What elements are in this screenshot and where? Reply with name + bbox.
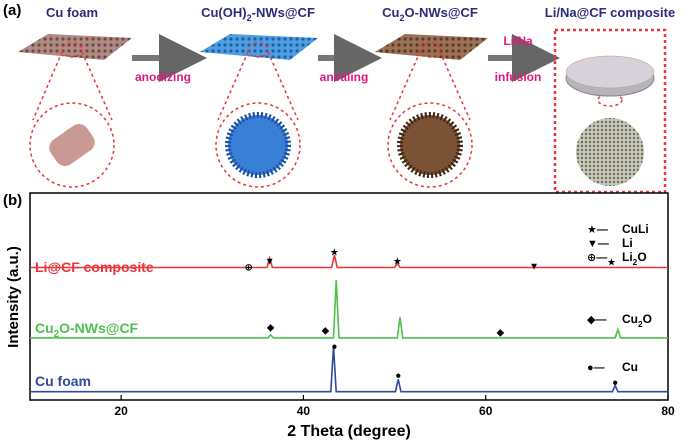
xrd-curve — [30, 346, 668, 393]
cu-wire — [49, 124, 95, 166]
peak-marker: ▼ — [529, 262, 539, 273]
panel-label: (a) — [3, 2, 21, 19]
peak-marker: ★ — [607, 258, 616, 269]
stage-label: Li/Na@CF composite — [545, 5, 675, 20]
peak-marker: ⊕ — [245, 263, 253, 274]
legend-label: Cu — [622, 360, 638, 374]
zoom-circle — [215, 102, 301, 188]
schematic — [18, 28, 667, 194]
series-label-part: 2 — [54, 329, 60, 340]
legend-label-part: Cu — [622, 312, 638, 326]
legend-label-part: O — [637, 250, 646, 264]
composite-box — [553, 28, 667, 194]
stage-label-part: Cu — [382, 5, 399, 20]
step-label: infusion — [495, 70, 542, 84]
zoom-line — [389, 51, 421, 121]
stage-label-part: 2 — [399, 13, 404, 23]
peak-marker: ★ — [393, 257, 402, 268]
composite-surface — [576, 118, 644, 186]
stage-label-part: Cu foam — [46, 5, 98, 20]
zoom-ring — [419, 42, 441, 58]
cuoh-slab — [200, 34, 318, 60]
stage-label-part: Cu(OH) — [201, 5, 247, 20]
peak-marker: ● — [331, 342, 337, 353]
series-label-part: O-NWs@CF — [59, 320, 138, 336]
peak-marker: ◆ — [321, 326, 329, 337]
stage-label-part: O-NWs@CF — [405, 5, 478, 20]
zoom-circle — [29, 102, 115, 188]
stage-label: Cu(OH)2-NWs@CF — [201, 5, 315, 23]
x-tick-label: 80 — [661, 404, 675, 418]
stage-label: Cu foam — [46, 5, 98, 20]
composite-disk-top — [565, 55, 655, 89]
legend-label: Cu2O — [622, 312, 652, 329]
cu-foam-slab — [18, 34, 132, 60]
peak-marker: ◆ — [267, 323, 275, 334]
plot-frame — [29, 192, 669, 401]
peak-marker: ● — [612, 378, 618, 389]
zoom-ring — [247, 42, 269, 58]
legend-symbol: ★— — [587, 224, 608, 236]
xrd-curve — [30, 254, 668, 269]
peak-marker: ● — [395, 371, 401, 382]
zoom-circle — [387, 102, 473, 188]
legend-symbol: ●— — [587, 362, 605, 374]
series-label-part: Li@CF composite — [35, 259, 154, 275]
peak-marker: ▼ — [265, 257, 275, 268]
series-label: Cu2O-NWs@CF — [35, 320, 139, 340]
series-label: Li@CF composite — [35, 259, 154, 275]
x-tick-label: 60 — [479, 404, 493, 418]
step-label: anealing — [320, 70, 369, 84]
stage-label-part: 2 — [247, 13, 252, 23]
zoom-line — [439, 51, 471, 121]
zoom-ring — [61, 42, 83, 58]
legend-symbol: ▼— — [587, 238, 609, 250]
legend-label-part: 2 — [638, 319, 643, 329]
legend-label: CuLi — [622, 222, 649, 236]
legend-label-part: CuLi — [622, 222, 649, 236]
step-label: anodizing — [135, 70, 191, 84]
stage-label-part: Li/Na@CF composite — [545, 5, 675, 20]
series-label: Cu foam — [35, 373, 91, 389]
legend-label-part: Li — [622, 236, 633, 250]
legend-symbol: ◆— — [587, 314, 606, 326]
peak-marker: ★ — [330, 248, 339, 259]
xrd-curve — [30, 279, 668, 339]
stage-label-part: -NWs@CF — [252, 5, 315, 20]
series-label-part: Cu — [35, 320, 54, 336]
peak-marker: ◆ — [496, 328, 504, 339]
zoom-line — [267, 51, 299, 121]
panel-label: (b) — [3, 192, 22, 209]
legend-label: Li — [622, 236, 633, 250]
x-tick-label: 20 — [114, 404, 128, 418]
zoom-line — [217, 51, 249, 121]
x-tick-label: 40 — [297, 404, 311, 418]
cuoh-nanowires — [225, 112, 291, 178]
y-axis-title: Intensity (a.u.) — [5, 246, 22, 348]
legend-label-part: Li — [622, 250, 633, 264]
step-label: Li/Na — [503, 34, 533, 48]
legend-label: Li2O — [622, 250, 647, 267]
cu2o-slab — [375, 34, 488, 60]
legend-label-part: O — [643, 312, 652, 326]
plot — [29, 192, 669, 401]
stage-label: Cu2O-NWs@CF — [382, 5, 478, 23]
x-axis-title: 2 Theta (degree) — [287, 423, 411, 440]
legend-label-part: Cu — [622, 360, 638, 374]
zoom-line — [32, 51, 63, 121]
zoom-line — [81, 51, 113, 121]
legend-label-part: 2 — [633, 257, 638, 267]
legend-symbol: ⊕— — [587, 252, 607, 264]
cu2o-nanowires — [397, 112, 463, 178]
series-label-part: Cu foam — [35, 373, 91, 389]
